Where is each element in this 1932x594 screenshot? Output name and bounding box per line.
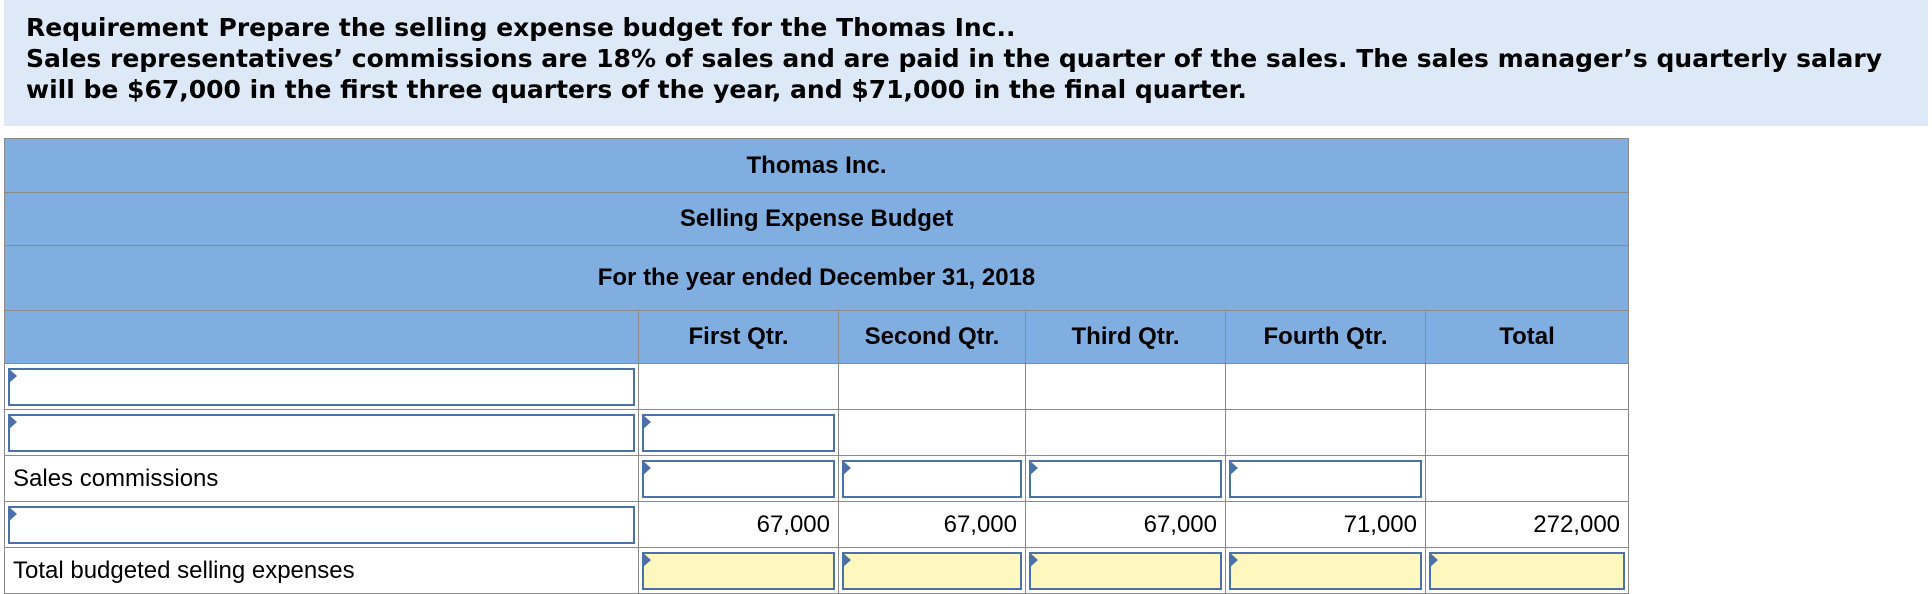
- grand-total-input[interactable]: [1429, 551, 1626, 590]
- q1-cell: [638, 363, 839, 410]
- header-company-row: Thomas Inc.: [3, 138, 1630, 193]
- q4-cell: [1225, 409, 1426, 456]
- column-header-q1: First Qtr.: [638, 310, 839, 364]
- q4-cell: [1225, 455, 1426, 502]
- header-period-row: For the year ended December 31, 2018: [3, 245, 1630, 311]
- q2-total-input[interactable]: [842, 551, 1022, 590]
- total-value: 272,000: [1424, 501, 1630, 548]
- q4-value: 71,000: [1225, 501, 1426, 548]
- requirement-text: Prepare the selling expense budget for t…: [218, 13, 1016, 42]
- q1-value: 67,000: [638, 501, 839, 548]
- q4-input[interactable]: [1229, 459, 1422, 498]
- total-cell: [1424, 363, 1630, 410]
- q1-total-input[interactable]: [642, 551, 835, 590]
- q1-cell: [638, 455, 839, 502]
- q1-input[interactable]: [642, 413, 835, 452]
- table-row: 67,000 67,000 67,000 71,000 272,000: [4, 501, 1630, 548]
- row-label-input[interactable]: [8, 505, 635, 544]
- requirement-box: Requirement Prepare the selling expense b…: [4, 0, 1928, 126]
- row-label-cell: [4, 501, 639, 548]
- column-header-blank: [4, 310, 639, 364]
- q3-cell: [1025, 363, 1226, 410]
- row-label-input[interactable]: [8, 413, 635, 452]
- sales-commissions-label: Sales commissions: [4, 455, 639, 502]
- q2-cell: [838, 409, 1026, 456]
- q2-value: 67,000: [838, 501, 1026, 548]
- column-header-q3: Third Qtr.: [1025, 310, 1226, 364]
- q3-value: 67,000: [1025, 501, 1226, 548]
- q2-cell: [838, 363, 1026, 410]
- q3-cell: [1025, 409, 1226, 456]
- row-label-cell: [4, 363, 639, 410]
- total-cell: [1424, 455, 1630, 502]
- q2-cell: [838, 547, 1026, 594]
- total-budgeted-selling-expenses-label: Total budgeted selling expenses: [4, 547, 639, 594]
- budget-title: Selling Expense Budget: [3, 192, 1630, 246]
- total-cell: [1424, 547, 1630, 594]
- q1-cell: [638, 409, 839, 456]
- column-header-q4: Fourth Qtr.: [1225, 310, 1426, 364]
- requirement-detail: Sales representatives’ commissions are 1…: [26, 44, 1882, 104]
- q4-total-input[interactable]: [1229, 551, 1422, 590]
- table-row: [4, 409, 1630, 456]
- column-header-q2: Second Qtr.: [838, 310, 1026, 364]
- row-label-input[interactable]: [8, 367, 635, 406]
- table-row: Sales commissions: [4, 455, 1630, 502]
- requirement-heading: Requirement Prepare the selling expense b…: [26, 12, 1908, 43]
- q1-input[interactable]: [642, 459, 835, 498]
- q2-cell: [838, 455, 1026, 502]
- q1-cell: [638, 547, 839, 594]
- company-name: Thomas Inc.: [3, 138, 1630, 193]
- column-header-row: First Qtr. Second Qtr. Third Qtr. Fourth…: [4, 310, 1630, 364]
- total-cell: [1424, 409, 1630, 456]
- row-label-cell: [4, 409, 639, 456]
- q3-cell: [1025, 547, 1226, 594]
- table-row: [4, 363, 1630, 410]
- q3-cell: [1025, 455, 1226, 502]
- table-row: Total budgeted selling expenses: [4, 547, 1630, 594]
- budget-period: For the year ended December 31, 2018: [3, 245, 1630, 311]
- selling-expense-budget-table: Thomas Inc. Selling Expense Budget For t…: [3, 138, 1630, 594]
- q4-cell: [1225, 547, 1426, 594]
- requirement-label: Requirement: [26, 13, 209, 42]
- q2-input[interactable]: [842, 459, 1022, 498]
- column-header-total: Total: [1424, 310, 1630, 364]
- q3-total-input[interactable]: [1029, 551, 1222, 590]
- q4-cell: [1225, 363, 1426, 410]
- q3-input[interactable]: [1029, 459, 1222, 498]
- header-title-row: Selling Expense Budget: [3, 192, 1630, 246]
